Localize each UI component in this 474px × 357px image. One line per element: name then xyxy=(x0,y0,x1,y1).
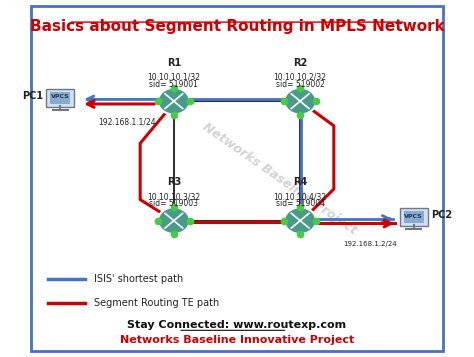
Text: PC2: PC2 xyxy=(431,210,452,220)
FancyBboxPatch shape xyxy=(46,89,74,107)
Text: R3: R3 xyxy=(167,177,181,187)
Text: Basics about Segment Routing in MPLS Network: Basics about Segment Routing in MPLS Net… xyxy=(29,19,444,34)
Text: 10.10.10.2/32: 10.10.10.2/32 xyxy=(273,73,327,82)
Text: PC1: PC1 xyxy=(22,91,43,101)
Text: Networks Baseline Project: Networks Baseline Project xyxy=(200,120,359,237)
Text: R4: R4 xyxy=(293,177,307,187)
Text: R2: R2 xyxy=(293,58,307,68)
Circle shape xyxy=(284,207,316,234)
Text: sid= 519001: sid= 519001 xyxy=(149,80,198,89)
Circle shape xyxy=(158,88,190,115)
Text: VPCS: VPCS xyxy=(404,214,423,219)
Text: R1: R1 xyxy=(167,58,181,68)
Text: ISIS' shortest path: ISIS' shortest path xyxy=(94,274,183,284)
Text: Networks Baseline Innovative Project: Networks Baseline Innovative Project xyxy=(120,335,354,345)
Text: sid= 519003: sid= 519003 xyxy=(149,199,198,208)
Circle shape xyxy=(158,207,190,234)
Text: Stay Connected: www.routexp.com: Stay Connected: www.routexp.com xyxy=(128,320,346,331)
Text: 10.10.10.1/32: 10.10.10.1/32 xyxy=(147,73,201,82)
Text: 10.10.10.4/32: 10.10.10.4/32 xyxy=(273,192,327,201)
Text: sid= 519002: sid= 519002 xyxy=(276,80,325,89)
FancyBboxPatch shape xyxy=(400,208,428,226)
Text: 192.168.1.1/24: 192.168.1.1/24 xyxy=(98,118,155,127)
Text: Segment Routing TE path: Segment Routing TE path xyxy=(94,298,219,308)
Text: sid= 519004: sid= 519004 xyxy=(276,199,325,208)
Text: 10.10.10.3/32: 10.10.10.3/32 xyxy=(147,192,201,201)
Circle shape xyxy=(284,88,316,115)
FancyBboxPatch shape xyxy=(50,91,70,104)
Text: VPCS: VPCS xyxy=(51,95,70,100)
Text: 192.168.1.2/24: 192.168.1.2/24 xyxy=(343,241,397,247)
FancyBboxPatch shape xyxy=(404,211,424,223)
